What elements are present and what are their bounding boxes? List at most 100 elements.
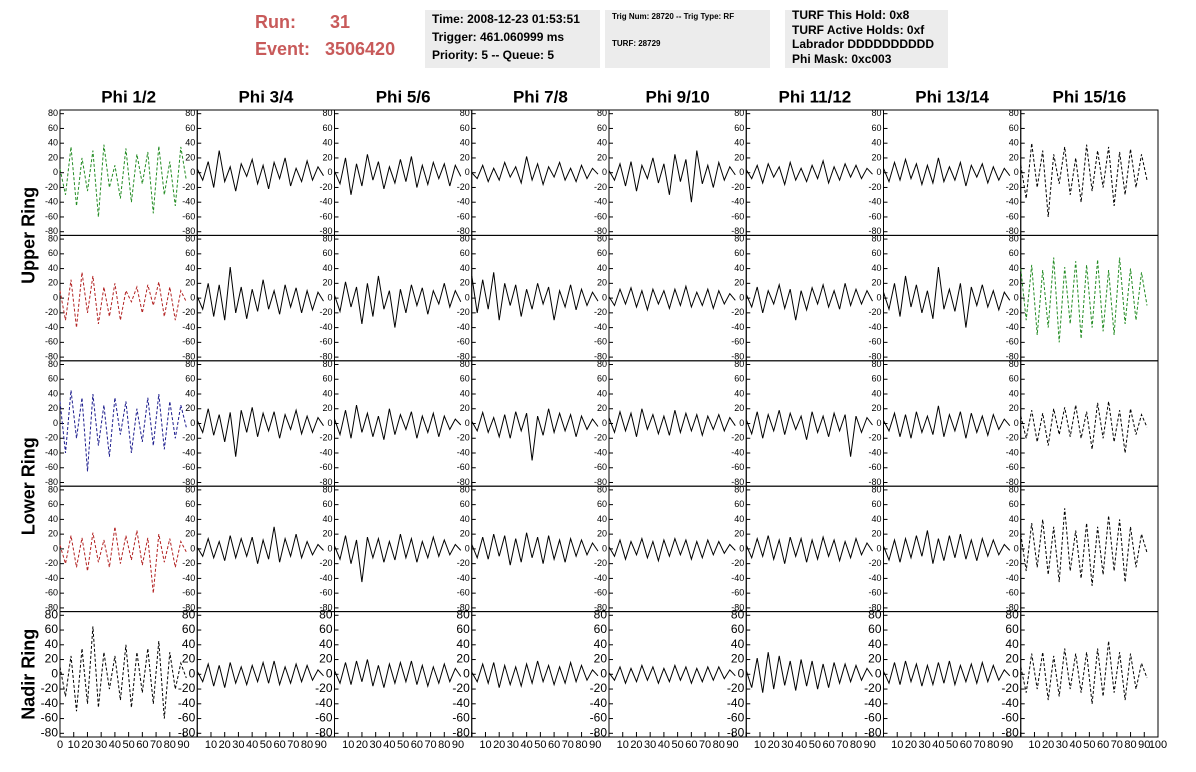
waveform — [883, 267, 1011, 328]
y-tick-label: -80 — [319, 477, 332, 487]
x-tick-label: 80 — [1124, 739, 1136, 751]
y-tick-label: 0 — [876, 418, 881, 428]
y-tick-label: -80 — [319, 602, 332, 612]
waveform — [59, 144, 187, 218]
x-tick-label: 40 — [246, 739, 258, 751]
x-tick-label: 60 — [548, 739, 560, 751]
y-tick-label: 20 — [734, 529, 744, 539]
y-tick-label: -20 — [319, 433, 332, 443]
y-tick-label: 40 — [456, 637, 470, 651]
waveform — [608, 408, 736, 438]
y-tick-label: -60 — [731, 588, 744, 598]
y-tick-label: -80 — [457, 226, 470, 236]
y-tick-label: 60 — [597, 248, 607, 258]
y-tick-label: 80 — [182, 607, 196, 621]
y-tick-label: -60 — [1006, 211, 1019, 221]
x-tick-label: 40 — [109, 739, 121, 751]
x-tick-label: 20 — [905, 739, 917, 751]
y-tick-label: -20 — [1001, 681, 1019, 695]
y-tick-label: -20 — [1006, 307, 1019, 317]
panel-frame — [59, 485, 198, 613]
waveform — [745, 282, 873, 321]
y-tick-label: 60 — [868, 622, 882, 636]
y-tick-label: 0 — [53, 292, 58, 302]
y-tick-label: -20 — [319, 307, 332, 317]
y-tick-label: 40 — [1009, 138, 1019, 148]
y-tick-label: -60 — [319, 211, 332, 221]
y-tick-label: -20 — [45, 307, 58, 317]
x-tick-label: 40 — [658, 739, 670, 751]
y-tick-label: -80 — [594, 351, 607, 361]
y-tick-label: -60 — [457, 211, 470, 221]
waveform — [471, 660, 599, 689]
x-tick-label: 40 — [795, 739, 807, 751]
y-tick-label: -20 — [594, 433, 607, 443]
y-tick-label: 40 — [871, 263, 881, 273]
x-tick-label: 60 — [273, 739, 285, 751]
info-text: TURF This Hold: 0x8 — [792, 8, 910, 22]
x-tick-label: 10 — [342, 739, 354, 751]
y-tick-label: -20 — [1006, 558, 1019, 568]
y-tick-label: -80 — [868, 226, 881, 236]
y-tick-label: 40 — [1005, 637, 1019, 651]
waveform — [471, 272, 599, 321]
y-tick-label: 20 — [871, 403, 881, 413]
y-tick-label: -80 — [315, 725, 333, 739]
y-tick-label: 60 — [871, 123, 881, 133]
y-tick-label: 0 — [327, 418, 332, 428]
info-text: Trig Num: 28720 -- Trig Type: RF — [612, 12, 734, 21]
y-tick-label: 40 — [731, 637, 745, 651]
y-tick-label: 20 — [48, 152, 58, 162]
y-tick-label: 80 — [45, 607, 59, 621]
y-tick-label: -80 — [1006, 477, 1019, 487]
y-tick-label: 0 — [190, 292, 195, 302]
y-tick-label: 60 — [597, 123, 607, 133]
y-tick-label: -60 — [594, 211, 607, 221]
y-tick-label: 0 — [53, 418, 58, 428]
waveform — [883, 405, 1011, 439]
y-tick-label: 60 — [322, 248, 332, 258]
waveform — [745, 535, 873, 564]
y-tick-label: -40 — [594, 197, 607, 207]
panel-frame — [196, 234, 335, 362]
y-tick-label: -20 — [182, 182, 195, 192]
y-tick-label: -20 — [457, 182, 470, 192]
info-text: Trigger: 461.060999 ms — [432, 30, 564, 44]
y-tick-label: 0 — [876, 292, 881, 302]
x-tick-label: 80 — [301, 739, 313, 751]
y-tick-label: 40 — [868, 637, 882, 651]
waveform — [1020, 401, 1148, 454]
y-tick-label: -80 — [45, 351, 58, 361]
y-tick-label: 20 — [456, 652, 470, 666]
y-tick-label: -20 — [315, 681, 333, 695]
x-tick-label: 10 — [617, 739, 629, 751]
x-tick-label: 10 — [754, 739, 766, 751]
y-tick-label: 80 — [871, 233, 881, 243]
y-tick-label: 80 — [48, 233, 58, 243]
y-tick-label: 60 — [322, 374, 332, 384]
y-tick-label: -60 — [864, 711, 882, 725]
waveform — [745, 159, 873, 187]
y-tick-label: 60 — [185, 123, 195, 133]
y-tick-label: -40 — [731, 197, 744, 207]
y-tick-label: -60 — [182, 211, 195, 221]
column-header: Phi 5/6 — [376, 87, 431, 106]
y-tick-label: -60 — [319, 588, 332, 598]
y-tick-label: -40 — [457, 573, 470, 583]
y-tick-label: 80 — [322, 484, 332, 494]
y-tick-label: 20 — [185, 529, 195, 539]
panel-frame — [1020, 109, 1159, 236]
y-tick-label: -80 — [1006, 351, 1019, 361]
y-tick-label: 80 — [319, 607, 333, 621]
y-tick-label: 0 — [876, 543, 881, 553]
x-tick-label: 60 — [822, 739, 834, 751]
y-tick-label: 80 — [871, 108, 881, 118]
y-tick-label: -40 — [594, 447, 607, 457]
x-tick-label: 40 — [521, 739, 533, 751]
y-tick-label: 40 — [322, 138, 332, 148]
y-tick-label: 80 — [871, 484, 881, 494]
y-tick-label: 20 — [182, 652, 196, 666]
y-tick-label: 60 — [871, 499, 881, 509]
y-tick-label: -60 — [457, 588, 470, 598]
y-tick-label: -60 — [457, 337, 470, 347]
